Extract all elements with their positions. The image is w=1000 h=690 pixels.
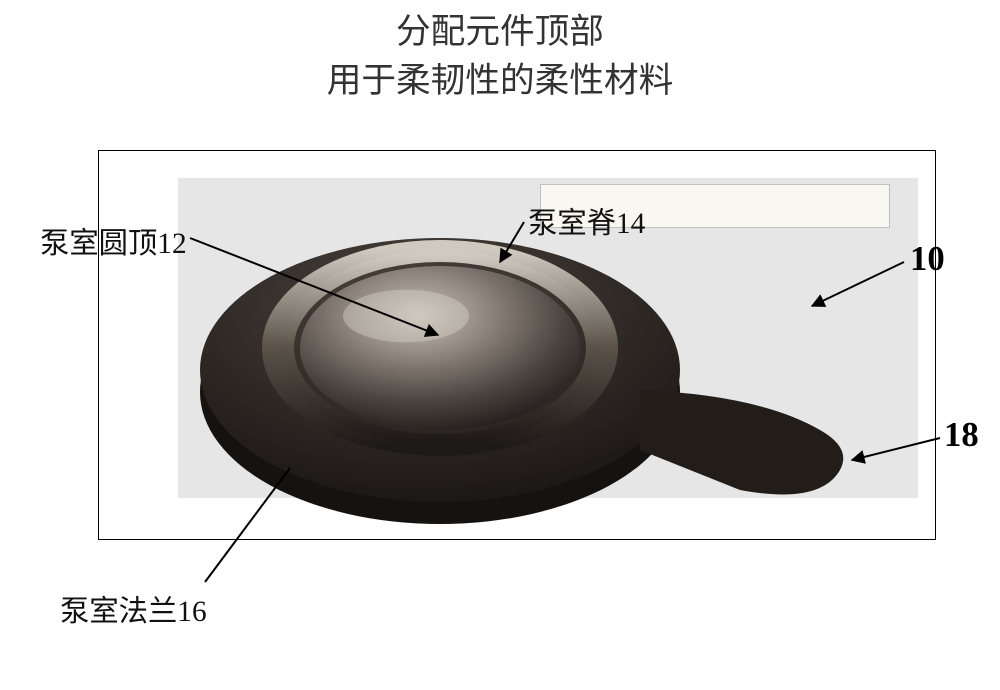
label-ref18: 18 (944, 416, 979, 455)
title-block: 分配元件顶部 用于柔韧性的柔性材料 (0, 8, 1000, 105)
title-line-2: 用于柔韧性的柔性材料 (0, 57, 1000, 106)
label-ref10: 10 (910, 240, 945, 279)
label-flange: 泵室法兰16 (60, 588, 207, 630)
label-spine: 泵室脊14 (528, 200, 645, 242)
title-line-1: 分配元件顶部 (0, 8, 1000, 57)
label-dome: 泵室圆顶12 (40, 220, 187, 262)
